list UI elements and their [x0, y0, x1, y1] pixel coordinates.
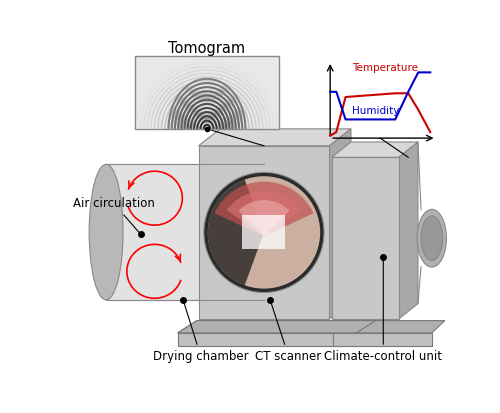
Bar: [242, 215, 284, 249]
Ellipse shape: [247, 164, 281, 300]
Bar: [134, 56, 280, 129]
Wedge shape: [208, 180, 264, 285]
Circle shape: [208, 176, 320, 289]
Text: Humidity: Humidity: [352, 106, 399, 116]
Text: Air circulation: Air circulation: [73, 197, 155, 232]
Wedge shape: [226, 191, 301, 236]
Polygon shape: [178, 320, 376, 333]
Bar: [178, 333, 356, 346]
Circle shape: [204, 172, 324, 292]
Bar: [198, 146, 330, 319]
Text: Temperature: Temperature: [352, 63, 418, 73]
Ellipse shape: [421, 216, 442, 261]
Polygon shape: [330, 129, 351, 319]
Polygon shape: [332, 142, 418, 157]
Wedge shape: [214, 182, 314, 236]
Bar: [106, 164, 264, 300]
Polygon shape: [398, 142, 418, 319]
Wedge shape: [238, 200, 290, 236]
Text: Drying chamber: Drying chamber: [153, 302, 248, 363]
Ellipse shape: [89, 164, 123, 300]
Polygon shape: [178, 320, 376, 333]
Polygon shape: [333, 320, 445, 333]
Text: Climate-control unit: Climate-control unit: [324, 260, 442, 363]
Text: CT scanner: CT scanner: [256, 302, 322, 363]
Text: Tomogram: Tomogram: [168, 41, 246, 56]
Polygon shape: [198, 129, 351, 146]
Bar: [333, 333, 432, 346]
Bar: [332, 157, 398, 319]
Ellipse shape: [417, 209, 446, 267]
